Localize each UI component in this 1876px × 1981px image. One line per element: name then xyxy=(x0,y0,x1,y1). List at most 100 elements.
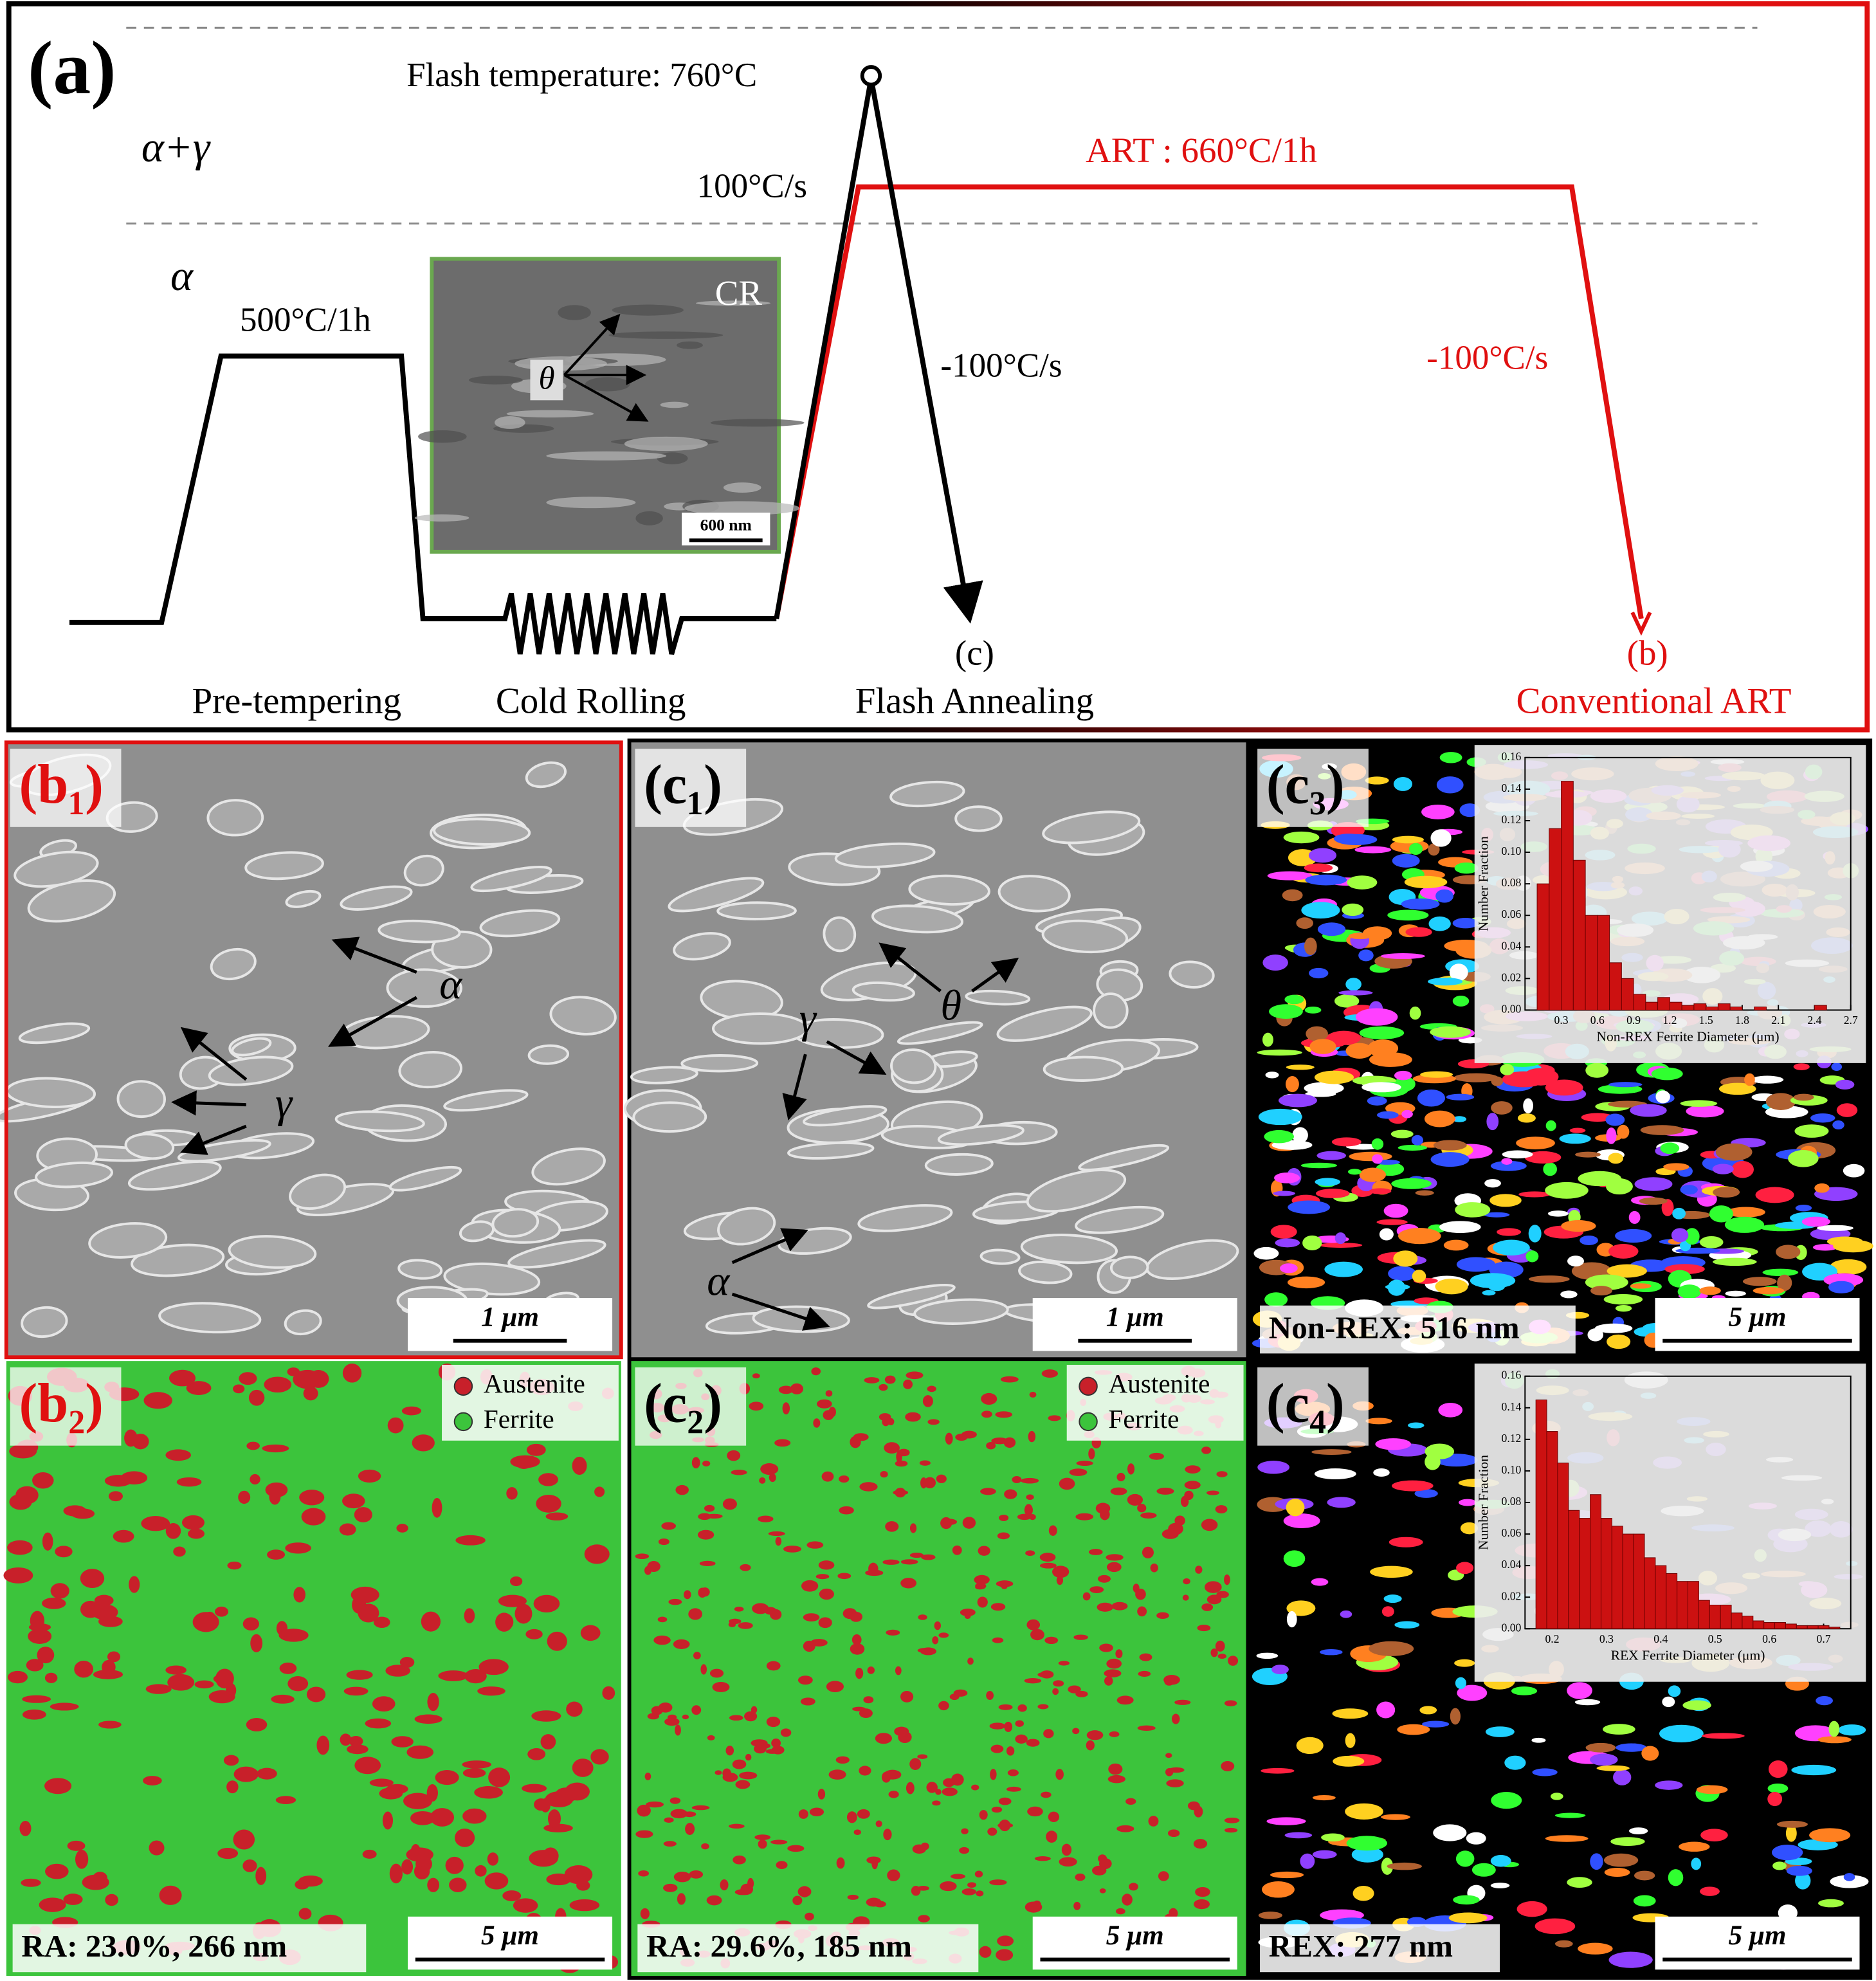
bar xyxy=(1609,962,1622,1010)
austenite-grain xyxy=(564,1865,593,1885)
austenite-grain xyxy=(780,1728,792,1737)
grain xyxy=(1075,1205,1165,1234)
ferrite-grain xyxy=(1550,1793,1563,1800)
ferrite-grain xyxy=(1304,937,1317,955)
ferrite-grain xyxy=(1411,1135,1424,1146)
austenite-grain xyxy=(673,1871,691,1883)
austenite-grain xyxy=(306,1686,326,1703)
ferrite-grain xyxy=(1590,1853,1603,1870)
ferrite-grain xyxy=(1686,1104,1724,1118)
austenite-grain xyxy=(875,1733,892,1744)
grain xyxy=(35,1161,113,1189)
austenite-grain xyxy=(1210,1648,1218,1657)
label: Non-REX: 516 nm xyxy=(1269,1310,1520,1345)
grain xyxy=(1093,992,1129,1029)
austenite-grain xyxy=(1069,1468,1088,1476)
austenite-grain xyxy=(1053,1680,1064,1687)
ferrite-grain xyxy=(1482,1290,1496,1296)
austenite-grain xyxy=(704,1504,715,1512)
austenite-grain xyxy=(165,1665,187,1675)
austenite-grain xyxy=(1116,1472,1125,1482)
austenite-grain xyxy=(997,1935,1014,1947)
austenite-grain xyxy=(102,1659,116,1674)
austenite-grain xyxy=(316,1735,330,1755)
austenite-grain xyxy=(545,1512,569,1520)
austenite-grain xyxy=(754,1834,771,1840)
ferrite-grain xyxy=(1490,1855,1511,1867)
ferrite-grain xyxy=(1258,1912,1282,1919)
ferrite-grain xyxy=(1731,1160,1754,1178)
label: ART : 660°C/1h xyxy=(1086,131,1317,170)
austenite-grain xyxy=(727,1450,741,1461)
austenite-grain xyxy=(303,1386,318,1401)
austenite-grain xyxy=(1024,1678,1042,1684)
bar xyxy=(1796,1625,1808,1629)
austenite-grain xyxy=(900,1559,918,1565)
ferrite-grain xyxy=(1392,854,1420,868)
ferrite-grain xyxy=(1504,1755,1526,1770)
austenite-grain xyxy=(1068,1685,1081,1693)
ferrite-grain xyxy=(1361,1082,1401,1093)
grain xyxy=(14,850,99,888)
austenite-grain xyxy=(887,1869,900,1881)
ferrite-grain xyxy=(1317,922,1346,936)
ferrite-grain xyxy=(1628,1827,1648,1835)
austenite-grain xyxy=(888,1791,899,1798)
label: γ xyxy=(799,995,817,1042)
grain xyxy=(1169,960,1215,989)
bar xyxy=(1731,1612,1743,1629)
ferrite-grain xyxy=(1269,1004,1303,1019)
austenite-grain xyxy=(569,1899,600,1912)
ferrite-grain xyxy=(1292,1127,1308,1144)
austenite-grain xyxy=(1012,1475,1022,1483)
austenite-grain xyxy=(1106,1562,1122,1573)
austenite-grain xyxy=(1148,1816,1159,1827)
austenite-grain xyxy=(885,1521,899,1532)
austenite-grain xyxy=(484,1872,509,1890)
austenite-grain xyxy=(547,1809,561,1829)
austenite-grain xyxy=(478,1659,509,1675)
austenite-grain xyxy=(882,1417,890,1427)
austenite-grain xyxy=(920,1842,929,1850)
austenite-grain xyxy=(722,1498,737,1510)
austenite-grain xyxy=(941,1519,958,1526)
pointer-arrow xyxy=(170,1090,246,1116)
austenite-grain xyxy=(1026,1739,1040,1747)
austenite-grain xyxy=(989,1879,1007,1886)
ferrite-grain xyxy=(1554,1812,1586,1818)
ferrite-grain xyxy=(1452,995,1470,1007)
ferrite-grain xyxy=(1816,1695,1833,1706)
ferrite-grain xyxy=(1630,1104,1667,1117)
austenite-grain xyxy=(1089,1586,1104,1593)
pointer-arrow xyxy=(563,313,621,376)
ferrite-grain xyxy=(1262,954,1288,971)
ferrite-grain xyxy=(1713,1257,1757,1266)
austenite-grain xyxy=(962,1517,976,1529)
grain xyxy=(284,1309,322,1336)
austenite-grain xyxy=(895,1666,902,1675)
austenite-grain xyxy=(740,1564,751,1571)
austenite-grain xyxy=(895,1488,906,1498)
ferrite-grain xyxy=(1275,1238,1300,1248)
austenite-grain xyxy=(1075,1873,1086,1881)
austenite-grain xyxy=(918,1915,930,1922)
austenite-grain xyxy=(712,1682,730,1692)
label-box xyxy=(10,1367,122,1446)
grain xyxy=(124,1133,175,1160)
austenite-grain xyxy=(1024,1504,1033,1516)
austenite-grain xyxy=(1197,1625,1211,1632)
ferrite-grain xyxy=(1491,1076,1504,1086)
austenite-grain xyxy=(906,1371,924,1380)
label: Cold Rolling xyxy=(496,680,686,721)
bar xyxy=(1557,1463,1569,1629)
austenite-grain xyxy=(850,1611,863,1622)
x-tick-label: 0.6 xyxy=(1590,1014,1605,1027)
austenite-grain xyxy=(998,1797,1012,1805)
ferrite-grain xyxy=(1381,1814,1410,1820)
ferrite-grain xyxy=(1334,994,1360,1008)
ferrite-grain xyxy=(1575,1151,1601,1158)
ferrite-grain xyxy=(1724,1216,1765,1233)
austenite-grain xyxy=(938,1701,949,1711)
label: REX: 277 nm xyxy=(1269,1928,1453,1964)
austenite-grain xyxy=(299,1490,325,1506)
